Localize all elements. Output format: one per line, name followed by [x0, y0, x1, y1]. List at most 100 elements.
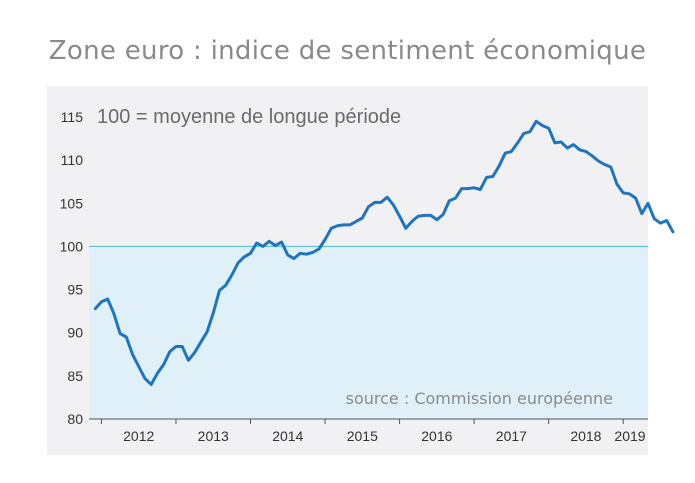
data-point: [150, 383, 152, 386]
data-point: [417, 215, 420, 217]
y-tick-label: 85: [67, 368, 83, 384]
data-point: [274, 244, 277, 247]
data-point: [200, 341, 202, 344]
data-point: [280, 241, 283, 243]
data-point: [510, 150, 513, 153]
data-point: [156, 372, 159, 375]
data-point: [361, 217, 364, 219]
data-point: [647, 202, 649, 205]
data-point: [429, 214, 432, 217]
data-point: [541, 124, 544, 127]
data-point: [125, 336, 128, 338]
data-point: [585, 150, 587, 153]
data-point: [212, 312, 215, 314]
data-point: [243, 255, 246, 258]
data-point: [336, 224, 339, 227]
data-point: [535, 120, 537, 123]
data-point: [305, 253, 308, 255]
data-point: [231, 274, 233, 276]
data-point: [603, 163, 606, 166]
data-point: [547, 127, 550, 129]
y-tick-label: 110: [61, 152, 84, 168]
y-tick-label: 95: [67, 282, 83, 298]
data-point: [665, 219, 668, 222]
data-point: [436, 218, 438, 221]
data-point: [293, 257, 295, 260]
data-point: [299, 252, 302, 255]
data-point: [672, 231, 674, 233]
x-axis-ticks: 2012 2013 2014 2015 2016 2017 2018 2019: [100, 419, 646, 444]
below-reference-area: [89, 246, 648, 419]
data-point: [460, 187, 463, 190]
data-point: [473, 187, 475, 189]
data-point: [504, 152, 507, 154]
data-point: [100, 300, 103, 303]
data-point: [411, 220, 413, 223]
series-points: [94, 120, 674, 386]
data-point: [628, 193, 631, 195]
data-point: [131, 353, 134, 356]
data-point: [516, 142, 519, 144]
data-point: [169, 350, 171, 353]
data-point: [423, 214, 426, 217]
data-point: [572, 143, 575, 146]
data-point: [479, 188, 482, 191]
data-point: [386, 196, 389, 198]
data-point: [349, 224, 351, 226]
data-point: [442, 213, 444, 216]
data-point: [193, 351, 196, 354]
data-point: [206, 331, 208, 333]
data-point: [262, 245, 264, 248]
data-point: [187, 359, 190, 362]
data-point: [237, 262, 239, 264]
data-point: [175, 345, 177, 348]
y-axis-ticks: 80 85 90 95 100 105 110 115: [60, 109, 84, 427]
data-point: [113, 312, 115, 315]
data-point: [94, 307, 97, 310]
x-tick-label: 2017: [496, 428, 527, 444]
data-point: [597, 160, 600, 162]
data-point: [144, 377, 146, 380]
series-line: [93, 119, 675, 386]
data-point: [162, 363, 165, 366]
data-point: [355, 220, 357, 223]
data-point: [106, 298, 109, 300]
data-point: [622, 192, 624, 194]
y-tick-label: 80: [67, 411, 83, 427]
data-point: [454, 197, 457, 199]
data-point: [578, 149, 581, 151]
x-tick-label: 2013: [198, 428, 229, 444]
data-point: [268, 240, 271, 243]
y-tick-label: 90: [67, 325, 83, 341]
data-point: [653, 218, 656, 220]
y-tick-label: 105: [60, 195, 84, 211]
data-point: [523, 132, 525, 135]
data-point: [137, 365, 140, 368]
chart-title: Zone euro : indice de sentiment économiq…: [48, 36, 647, 66]
data-point: [485, 176, 488, 179]
data-point: [330, 227, 333, 230]
data-point: [616, 183, 618, 186]
data-point: [498, 165, 500, 167]
data-point: [634, 197, 637, 199]
data-point: [610, 166, 612, 168]
x-tick-label: 2012: [123, 428, 154, 444]
data-point: [659, 222, 662, 224]
data-point: [255, 242, 258, 244]
data-point: [374, 201, 376, 204]
data-point: [367, 205, 370, 208]
data-point: [529, 130, 531, 133]
data-point: [641, 212, 643, 215]
data-point: [405, 227, 407, 230]
y-tick-label: 100: [60, 238, 84, 254]
data-point: [311, 251, 314, 254]
data-point: [318, 248, 320, 250]
y-tick-label: 115: [61, 109, 84, 125]
data-point: [591, 155, 593, 157]
data-point: [249, 252, 252, 255]
data-point: [560, 141, 562, 143]
data-point: [554, 142, 556, 144]
data-point: [181, 345, 183, 348]
x-tick-label: 2019: [614, 428, 645, 444]
